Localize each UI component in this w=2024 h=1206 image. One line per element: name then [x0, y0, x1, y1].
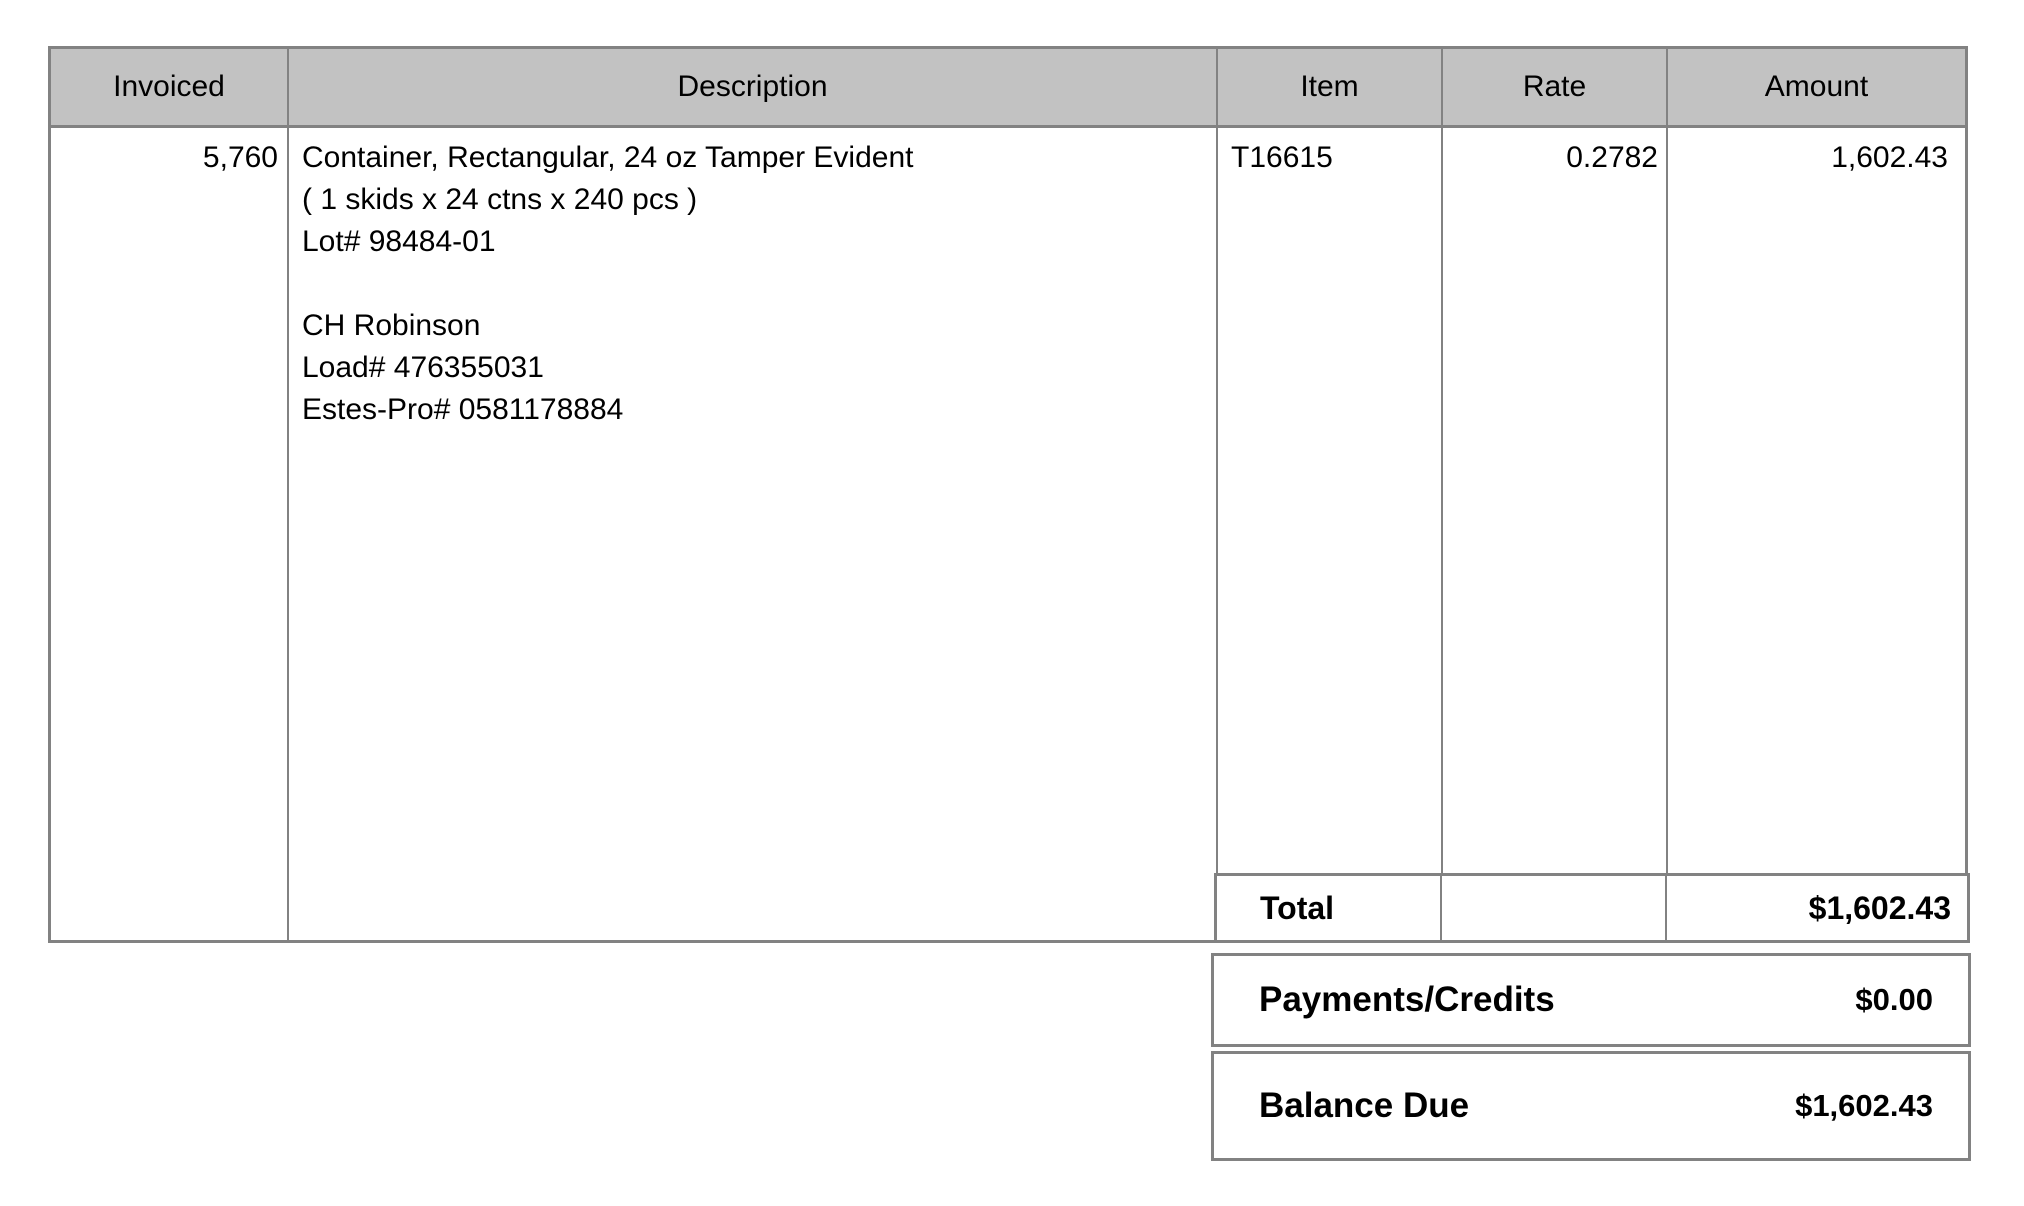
- balance-due-label: Balance Due: [1259, 1086, 1470, 1125]
- header-item: Item: [1218, 49, 1443, 125]
- header-description: Description: [289, 49, 1218, 125]
- payments-credits-label: Payments/Credits: [1259, 980, 1555, 1019]
- cell-rate: 0.2782: [1443, 128, 1668, 940]
- total-amount: $1,602.43: [1808, 889, 1951, 926]
- cell-invoiced-qty: 5,760: [51, 128, 289, 940]
- table-row: 5,760 Container, Rectangular, 24 oz Tamp…: [51, 128, 1965, 940]
- payments-credits-amount: $0.00: [1855, 982, 1933, 1017]
- table-header-row: Invoiced Description Item Rate Amount: [51, 49, 1965, 128]
- header-amount: Amount: [1764, 70, 1869, 103]
- cell-amount: 1,602.43: [1831, 141, 1948, 174]
- cell-description: Container, Rectangular, 24 oz Tamper Evi…: [289, 128, 1218, 940]
- total-rate-empty-cell: [1442, 876, 1667, 940]
- header-invoiced: Invoiced: [51, 49, 289, 125]
- header-rate: Rate: [1443, 49, 1668, 125]
- balance-due-amount: $1,602.43: [1795, 1088, 1933, 1123]
- total-row: Total $1,602.43: [1214, 873, 1970, 943]
- total-label: Total: [1217, 876, 1442, 940]
- balance-due-row: Balance Due $1,602.43: [1211, 1051, 1971, 1161]
- cell-item-code: T16615: [1218, 128, 1443, 940]
- payments-credits-row: Payments/Credits $0.00: [1211, 953, 1971, 1047]
- invoice-line-items-table: Invoiced Description Item Rate Amount 5,…: [48, 46, 1968, 943]
